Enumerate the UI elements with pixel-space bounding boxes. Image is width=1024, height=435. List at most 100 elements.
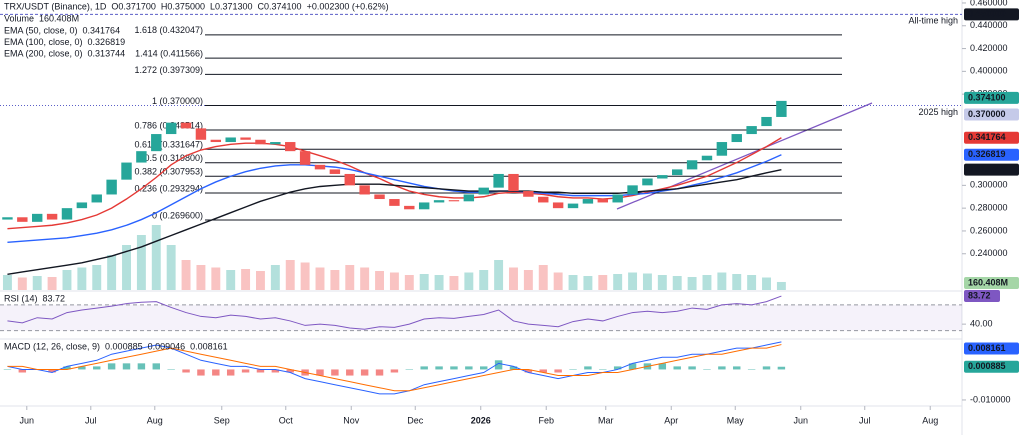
volume-bar (672, 276, 682, 290)
x-tick-label: Mar (598, 415, 614, 425)
candle-body (225, 137, 236, 143)
x-tick-label: Dec (407, 415, 424, 425)
volume-bar (300, 262, 310, 290)
macd-histogram-bar (122, 363, 131, 370)
volume-bar (17, 277, 27, 290)
x-tick-label: Oct (279, 415, 294, 425)
x-tick-label: May (727, 415, 745, 425)
volume-bar (776, 281, 786, 290)
macd-histogram-bar (584, 366, 592, 370)
legend-text: 0.000885 (105, 341, 143, 351)
volume-bar (598, 275, 608, 290)
candle-body (106, 179, 117, 195)
ema-tag-bg (964, 163, 1019, 176)
candle-body (210, 139, 222, 143)
macd-histogram-bar (420, 366, 428, 370)
candle-body (538, 196, 549, 203)
volume-bar (657, 275, 667, 290)
rsi-tag: 83.72 (968, 290, 991, 300)
volume-bar (404, 275, 414, 290)
candle-body (746, 126, 757, 135)
x-tick-label: Aug (922, 415, 938, 425)
volume-bar (285, 260, 295, 290)
volume-bar (375, 271, 384, 290)
volume-bar (32, 276, 42, 290)
volume-bar (494, 260, 504, 290)
legend-text: +0.002300 (+0.62%) (307, 1, 389, 11)
macd-histogram-bar (480, 366, 488, 370)
rsi-tick-label: 40.00 (970, 319, 993, 329)
x-tick-label: Sep (214, 415, 230, 425)
y-tick-label: 0.440000 (970, 20, 1008, 30)
macd-histogram-bar (733, 366, 741, 370)
y-tick-label: 0.400000 (970, 66, 1008, 76)
macd-line (7, 341, 782, 395)
legend-text: TRX/USDT (Binance), 1D (4, 1, 107, 11)
volume-bar (717, 272, 727, 290)
candle-body (776, 100, 787, 117)
fib-label: 0.236 (0.293294) (134, 183, 203, 193)
fib-label: 0.618 (0.331647) (134, 140, 203, 150)
fib-label: 0.5 (0.319800) (144, 153, 203, 163)
volume-bar (464, 272, 474, 290)
macd-histogram-bar (762, 366, 771, 370)
candle-body (433, 200, 445, 203)
fib-label: 1.618 (0.432047) (134, 25, 203, 35)
volume-bar (196, 265, 206, 290)
macd-histogram-bar (63, 366, 71, 370)
high-2025-tag-bg (964, 108, 1019, 121)
x-tick-label: Jul (859, 415, 871, 425)
volume-bar (419, 274, 429, 290)
macd-histogram-bar (256, 369, 265, 373)
candle-body (612, 194, 623, 203)
legend-text: RSI (14) (4, 293, 38, 303)
macd-histogram-bar (18, 369, 27, 373)
macd-histogram-bar (316, 369, 324, 376)
y-tick-label: 0.260000 (970, 225, 1008, 235)
legend-text: 0.009046 (148, 341, 186, 351)
ema-line (7, 154, 782, 244)
fib-label: 0 (0.269600) (152, 210, 203, 220)
macd-histogram-bar (673, 366, 681, 370)
legend-text: L0.371300 (210, 1, 253, 11)
candle-body (686, 160, 698, 170)
volume-bar (181, 260, 191, 290)
macd-histogram-bar (703, 369, 711, 370)
volume-bar (509, 267, 518, 290)
volume-bar (747, 275, 757, 290)
macd-histogram-bar (494, 360, 503, 370)
macd-histogram-bar (450, 366, 458, 370)
volume-bar (389, 272, 399, 290)
candle-body (582, 199, 594, 204)
volume-bar (211, 267, 221, 290)
ema-tag: 0.313744 (968, 164, 1006, 174)
fib-label: 1.414 (0.411566) (135, 49, 203, 59)
ema-tag-bg (964, 148, 1019, 161)
candle-body (2, 217, 13, 220)
candle-body (552, 202, 564, 209)
legend-text: O0.371700 (111, 1, 156, 11)
macd-histogram-bar (405, 369, 414, 370)
volume-bar (256, 271, 265, 290)
legend-text: EMA (50, close, 0) (4, 25, 78, 35)
legend-text: H0.375000 (161, 1, 205, 11)
volume-bar (330, 270, 340, 290)
candle-body (136, 151, 147, 163)
macd-histogram-bar (137, 363, 146, 370)
fib-label: 1 (0.370000) (152, 96, 203, 106)
volume-bar (583, 276, 593, 290)
volume-bar (687, 277, 697, 290)
signal-tag-bg (964, 342, 1019, 355)
macd-histogram-bar (688, 366, 696, 370)
x-tick-label: Aug (147, 415, 163, 425)
macd-histogram-bar (613, 366, 622, 370)
legend-text: C0.374100 (258, 1, 302, 11)
candle-body (404, 205, 415, 210)
x-tick-label: Feb (538, 415, 554, 425)
legend-text: 0.313744 (88, 48, 126, 58)
legend-text: 0.326819 (88, 37, 126, 47)
x-tick-label: Jun (793, 415, 808, 425)
legend-text: MACD (12, 26, close, 9) (4, 341, 100, 351)
rsi-band (0, 304, 962, 331)
volume-bar (62, 270, 72, 290)
